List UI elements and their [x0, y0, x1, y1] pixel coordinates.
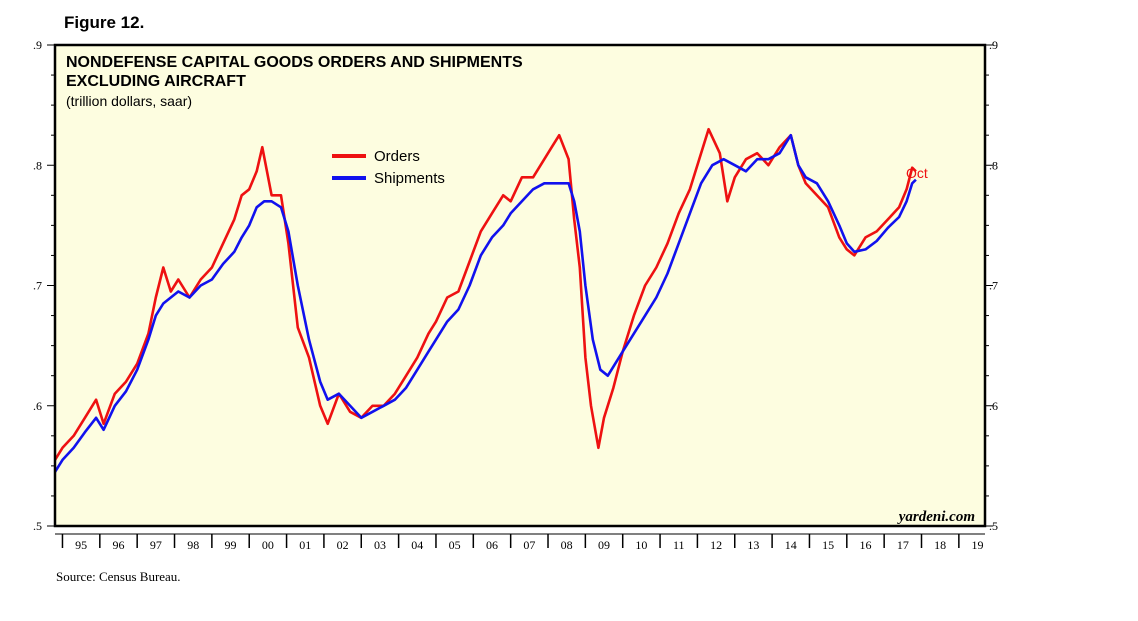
- x-tick-label: 07: [523, 538, 535, 552]
- y-tick-label-left: .5: [33, 519, 42, 533]
- x-tick-label: 08: [561, 538, 573, 552]
- watermark: yardeni.com: [897, 509, 975, 525]
- legend: Orders Shipments: [332, 148, 445, 187]
- legend-label-orders: Orders: [374, 148, 420, 165]
- plot-area: [55, 45, 985, 526]
- x-axis: 95 96 97 98 99 00 01 02 03 04 05 06 07 08 09 10 11 12 13 14…: [55, 533, 985, 552]
- x-tick-label: 97: [150, 538, 162, 552]
- series-layer: [53, 127, 917, 473]
- x-tick-label: 03: [374, 538, 386, 552]
- y-tick-label-right: .6: [989, 399, 998, 413]
- end-annotation: Oct: [906, 165, 928, 181]
- x-tick-label: 19: [972, 538, 984, 552]
- series-line-shipments: [53, 133, 917, 473]
- x-tick-label: 04: [411, 538, 423, 552]
- x-tick-label: 02: [337, 538, 349, 552]
- x-tick-label: 13: [747, 538, 759, 552]
- x-tick-label: 00: [262, 538, 274, 552]
- x-tick-label: 01: [299, 538, 311, 552]
- line-chart: .5 .5 .6 .6 .7 .7 .8 .8 .9 .9 95 96 97 98 99 00 01 02 03 0…: [33, 38, 998, 552]
- x-tick-label: 18: [934, 538, 946, 552]
- x-tick-label: 15: [822, 538, 834, 552]
- y-tick-label-right: .8: [989, 158, 998, 172]
- x-tick-label: 09: [598, 538, 610, 552]
- x-tick-label: 96: [112, 538, 124, 552]
- x-tick-label: 17: [897, 538, 909, 552]
- y-tick-label-left: .7: [33, 279, 42, 293]
- x-tick-label: 12: [710, 538, 722, 552]
- x-tick-label: 11: [673, 538, 685, 552]
- x-tick-label: 14: [785, 538, 797, 552]
- y-tick-label-left: .6: [33, 399, 42, 413]
- y-tick-label-right: .9: [989, 38, 998, 52]
- x-tick-label: 99: [225, 538, 237, 552]
- y-tick-label-left: .9: [33, 38, 42, 52]
- figure-label: Figure 12.: [64, 13, 145, 32]
- chart-subtitle: (trillion dollars, saar): [66, 93, 192, 109]
- chart-title-line-2: EXCLUDING AIRCRAFT: [66, 73, 246, 90]
- x-tick-label: 06: [486, 538, 498, 552]
- x-tick-label: 10: [635, 538, 647, 552]
- y-tick-label-right: .7: [989, 279, 998, 293]
- source-note: Source: Census Bureau.: [56, 569, 181, 584]
- y-tick-label-left: .8: [33, 158, 42, 172]
- x-tick-label: 98: [187, 538, 199, 552]
- y-tick-label-right: .5: [989, 519, 998, 533]
- plot-frame: [53, 43, 987, 528]
- x-tick-label: 95: [75, 538, 87, 552]
- x-tick-label: 05: [449, 538, 461, 552]
- legend-label-shipments: Shipments: [374, 170, 445, 187]
- series-line-orders: [53, 127, 917, 461]
- chart-title: NONDEFENSE CAPITAL GOODS ORDERS AND SHIP…: [66, 54, 523, 71]
- x-tick-label: 16: [859, 538, 871, 552]
